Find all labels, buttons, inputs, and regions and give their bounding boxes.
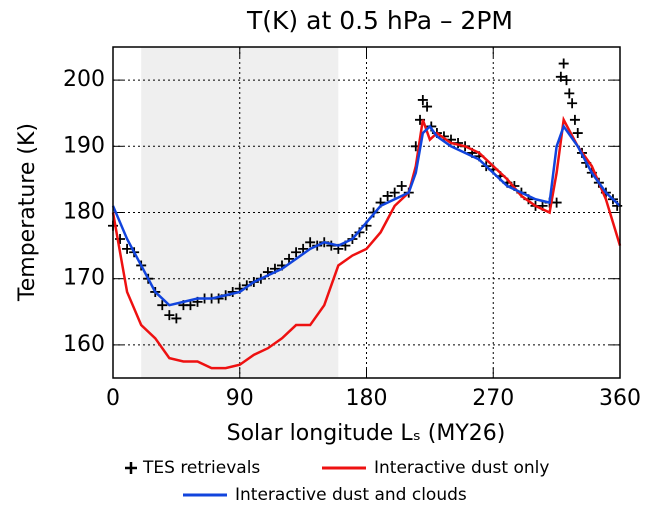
point [417,94,428,105]
x-tick-label: 270 [472,386,514,411]
point [396,181,407,192]
line-series [111,115,622,370]
point [569,114,580,125]
point [298,243,309,254]
legend-label: Interactive dust and clouds [235,485,467,505]
y-tick-label: 200 [63,67,105,92]
x-tick-label: 180 [346,386,388,411]
y-axis-label: Temperature (K) [15,123,40,302]
plot-frame [112,46,621,379]
y-tick-label: 190 [63,133,105,158]
point [558,58,569,69]
legend-label: Interactive dust only [374,458,549,478]
point [551,197,562,208]
y-tick-label: 160 [63,332,105,357]
point [305,237,316,248]
point [164,310,175,321]
point [171,313,182,324]
point [157,300,168,311]
x-axis-label: Solar longitude Lₛ (MY26) [227,421,506,446]
line-series [111,123,621,307]
point [185,300,196,311]
point [291,247,302,258]
point [561,75,572,86]
point [389,187,400,198]
point [284,253,295,264]
x-tick-label: 90 [226,386,254,411]
point [555,71,566,82]
point [422,101,433,112]
point [122,243,133,254]
point [382,190,393,201]
point [572,128,583,139]
legend-swatch [125,462,137,474]
chart-title: T(K) at 0.5 hPa – 2PM [246,6,513,35]
y-tick-label: 180 [63,200,105,225]
point [567,98,578,109]
x-tick-label: 360 [599,386,641,411]
point [564,88,575,99]
y-tick-label: 170 [63,266,105,291]
plot-background [113,47,620,378]
legend-label: TES retrievals [142,458,260,478]
x-tick-label: 0 [106,386,120,411]
